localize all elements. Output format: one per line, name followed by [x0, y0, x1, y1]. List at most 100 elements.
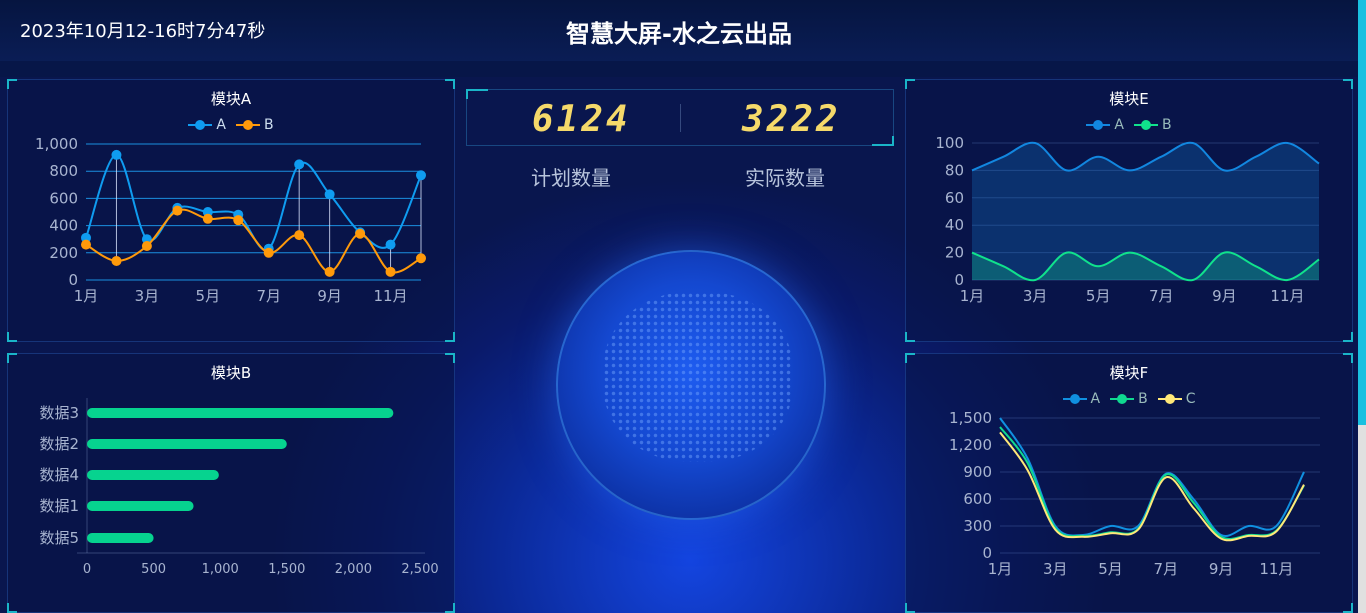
- data-point-B: [111, 255, 122, 266]
- x-tick-label: 3月: [135, 287, 160, 305]
- x-tick-label: 2,000: [335, 562, 372, 577]
- panel-module-e: 模块E A B: [905, 79, 1353, 342]
- y-tick-label: 20: [945, 244, 964, 262]
- data-point-B: [416, 253, 426, 264]
- legend-item-a[interactable]: A: [188, 117, 226, 133]
- corner-decoration: [872, 136, 894, 146]
- x-tick-label: 2,500: [401, 562, 438, 577]
- corner-decoration: [7, 79, 17, 89]
- x-tick-label: 1月: [960, 287, 985, 305]
- legend-item-b[interactable]: B: [1133, 117, 1172, 133]
- y-tick-label: 600: [49, 189, 78, 207]
- legend-item-c[interactable]: C: [1157, 391, 1195, 407]
- data-point-B: [294, 230, 305, 241]
- module-f-title: 模块F: [1109, 364, 1149, 382]
- data-point-B: [324, 266, 335, 277]
- data-point-A: [324, 189, 335, 200]
- page-title: 智慧大屏-水之云出品: [566, 20, 792, 48]
- y-tick-label: 200: [49, 244, 78, 262]
- planned-label: 计划数量: [531, 166, 611, 190]
- data-point-B: [172, 205, 183, 216]
- scrollbar-thumb[interactable]: [1358, 0, 1366, 425]
- y-tick-label: 80: [945, 161, 964, 179]
- panel-module-a: 模块A A B: [7, 79, 455, 342]
- module-b-title: 模块B: [210, 364, 252, 382]
- category-label: 数据4: [39, 466, 79, 484]
- corner-decoration: [7, 353, 17, 363]
- y-tick-label: 1,500: [949, 409, 992, 427]
- globe-graphic: [556, 250, 826, 520]
- data-point-B: [263, 247, 274, 258]
- data-point-B: [233, 215, 244, 226]
- x-tick-label: 1月: [74, 287, 99, 305]
- x-tick-label: 9月: [317, 287, 342, 305]
- corner-decoration: [905, 353, 915, 363]
- series-line-B: [999, 426, 1305, 540]
- series-line-B: [971, 251, 1320, 282]
- y-tick-label: 0: [982, 544, 992, 562]
- corner-decoration: [1343, 332, 1353, 342]
- x-tick-label: 7月: [256, 287, 281, 305]
- legend-item-a[interactable]: A: [1086, 117, 1124, 133]
- kpi-divider: [680, 104, 681, 132]
- x-tick-label: 3月: [1043, 560, 1068, 578]
- data-point-A: [111, 149, 122, 160]
- y-tick-label: 100: [935, 134, 964, 152]
- legend-item-b[interactable]: B: [235, 117, 274, 133]
- data-point-B: [81, 239, 91, 250]
- corner-decoration: [7, 332, 17, 342]
- y-tick-label: 900: [963, 463, 992, 481]
- y-tick-label: 800: [49, 162, 78, 180]
- bar: [87, 408, 394, 418]
- bar: [87, 533, 154, 543]
- module-a-title: 模块A: [210, 90, 252, 108]
- y-tick-label: 400: [49, 217, 78, 235]
- data-point-B: [385, 266, 396, 277]
- y-tick-label: 1,200: [949, 436, 992, 454]
- series-line-A: [999, 417, 1305, 537]
- header-bar: 2023年10月12-16时7分47秒 智慧大屏-水之云出品: [0, 0, 1358, 77]
- panel-module-b: 模块B: [7, 353, 455, 613]
- corner-decoration: [445, 353, 455, 363]
- corner-decoration: [1343, 353, 1353, 363]
- y-tick-label: 0: [68, 271, 78, 289]
- data-point-B: [355, 228, 366, 239]
- bar: [87, 501, 194, 511]
- x-tick-label: 1月: [988, 560, 1013, 578]
- corner-decoration: [1343, 79, 1353, 89]
- x-tick-label: 5月: [1086, 287, 1111, 305]
- actual-value: 3222: [742, 99, 841, 140]
- legend-item-b[interactable]: B: [1110, 391, 1148, 407]
- module-f-legend: A B C: [906, 391, 1352, 407]
- corner-decoration: [905, 332, 915, 342]
- series-area-B: [972, 252, 1319, 281]
- corner-decoration: [445, 603, 455, 613]
- module-e-title: 模块E: [1109, 90, 1149, 108]
- kpi-box: [466, 89, 894, 146]
- y-tick-label: 300: [963, 517, 992, 535]
- bar: [87, 470, 219, 480]
- series-line-A: [971, 141, 1320, 172]
- module-e-legend: A B: [906, 117, 1352, 133]
- scrollbar[interactable]: [1358, 0, 1366, 613]
- x-tick-label: 11月: [1270, 287, 1304, 305]
- series-area-A: [972, 142, 1319, 280]
- category-label: 数据5: [39, 529, 79, 547]
- y-tick-label: 60: [945, 189, 964, 207]
- data-point-B: [141, 241, 152, 251]
- bar: [87, 439, 287, 449]
- legend-item-a[interactable]: A: [1062, 391, 1100, 407]
- actual-label: 实际数量: [745, 166, 825, 190]
- module-a-legend: A B: [8, 117, 454, 133]
- x-tick-label: 1,000: [202, 562, 239, 577]
- series-line-A: [85, 153, 422, 251]
- x-tick-label: 9月: [1212, 287, 1237, 305]
- data-point-A: [294, 159, 305, 170]
- x-tick-label: 9月: [1209, 560, 1234, 578]
- x-tick-label: 3月: [1023, 287, 1048, 305]
- x-tick-label: 7月: [1149, 287, 1174, 305]
- x-tick-label: 5月: [196, 287, 221, 305]
- x-tick-label: 11月: [373, 287, 407, 305]
- corner-decoration: [445, 79, 455, 89]
- y-tick-label: 0: [954, 271, 964, 289]
